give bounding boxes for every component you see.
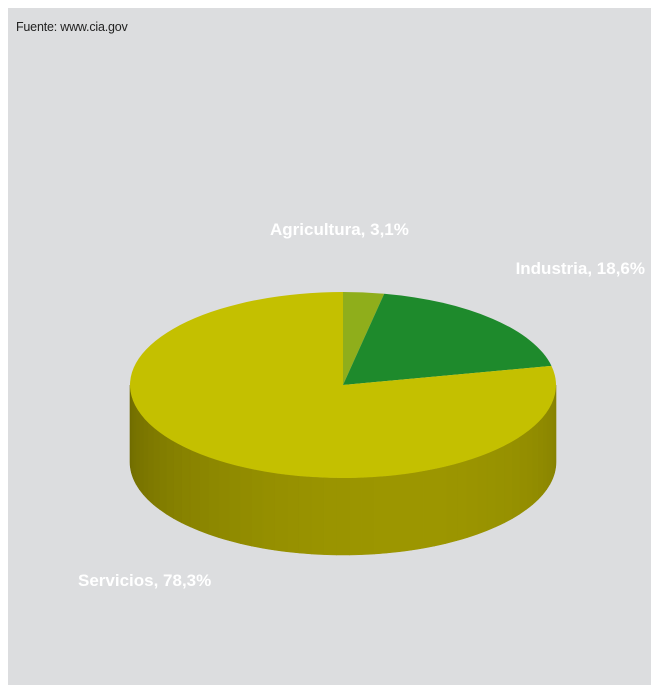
pie-side-servicios: [434, 466, 447, 547]
chart-panel: Fuente: www.cia.gov Agricultura, 3,1% Ind…: [8, 8, 651, 685]
pie-side-servicios: [445, 463, 458, 544]
pie-slice-agricultura: [343, 292, 385, 385]
pie-side-servicios: [374, 475, 388, 555]
pie-side-servicios: [422, 468, 435, 549]
pie-side-servicios: [311, 476, 325, 555]
pie-side-servicios: [386, 474, 400, 554]
pie-side-servicios: [410, 470, 424, 551]
slice-label-industria: Industria, 18,6%: [516, 259, 645, 278]
pie-side-servicios: [456, 460, 468, 542]
pie-side-servicios: [218, 460, 230, 542]
pie-side-servicios: [138, 411, 144, 496]
pie-side-servicios: [349, 477, 363, 556]
pie-side-servicios: [159, 431, 167, 515]
pie-tops: [129, 292, 556, 478]
pie-side-servicios: [546, 405, 551, 491]
pie-side-servicios: [189, 449, 200, 532]
pie-side-servicios: [398, 472, 412, 553]
pie-side-servicios: [361, 476, 375, 555]
pie-sides: [129, 384, 557, 556]
pie-side-servicios: [298, 475, 312, 555]
pie-side-servicios: [495, 445, 505, 528]
pie-side-servicios: [286, 474, 300, 554]
pie-side-servicios: [166, 436, 174, 519]
pie-side-servicios: [133, 401, 137, 486]
slice-label-servicios: Servicios, 78,3%: [78, 571, 211, 590]
pie-side-servicios: [512, 436, 520, 519]
pie-side-servicios: [143, 416, 149, 501]
pie-side-servicios: [542, 411, 548, 496]
pie-side-servicios: [147, 421, 154, 506]
pie-side-servicios: [336, 477, 350, 556]
pie-labels: Agricultura, 3,1% Industria, 18,6% Servici…: [78, 220, 645, 590]
pie-side-servicios: [486, 449, 497, 532]
pie-side-servicios: [466, 456, 478, 538]
pie-side-servicios: [537, 416, 543, 501]
pie-side-servicios: [519, 431, 527, 515]
pie-side-servicios: [135, 405, 140, 491]
pie-slice-servicios: [129, 292, 556, 478]
pie-side-servicios: [198, 453, 210, 535]
source-note: Fuente: www.cia.gov: [16, 20, 128, 34]
pie-side-servicios: [549, 401, 553, 486]
pie-side-servicios: [323, 477, 337, 556]
pie-side-servicios: [504, 440, 513, 524]
pie-side-servicios: [262, 470, 276, 551]
pie-slice-industria: [343, 293, 552, 385]
pie-side-servicios: [532, 421, 539, 506]
pie-side-servicios: [526, 426, 533, 510]
pie-side-servicios: [153, 426, 160, 510]
pie-side-servicios: [173, 440, 182, 524]
pie-side-servicios: [251, 468, 264, 549]
pie-side-servicios: [181, 445, 191, 528]
pie-side-servicios: [239, 466, 252, 547]
slice-label-agricultura: Agricultura, 3,1%: [270, 220, 409, 239]
pie-side-servicios: [274, 472, 288, 553]
pie-chart: Agricultura, 3,1% Industria, 18,6% Servici…: [78, 220, 645, 590]
pie-side-servicios: [228, 463, 241, 544]
pie-side-servicios: [476, 453, 488, 535]
pie-side-servicios: [208, 456, 220, 538]
